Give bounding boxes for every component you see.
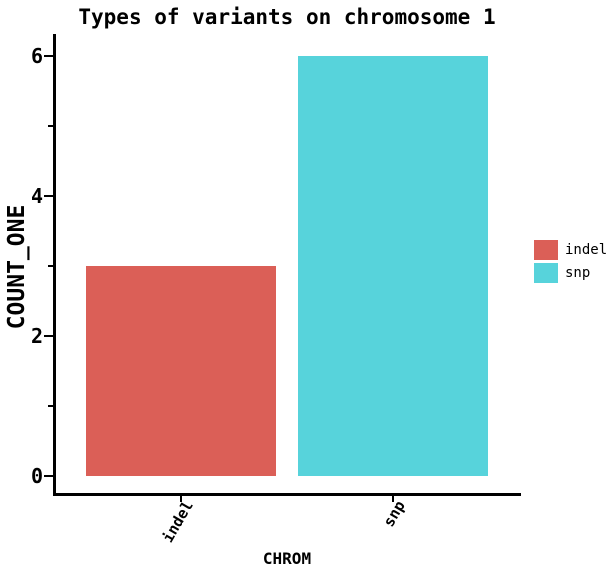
legend-entry-indel: indel: [534, 240, 607, 260]
chart-title: Types of variants on chromosome 1: [78, 5, 496, 29]
legend: indel snp: [534, 240, 607, 286]
y-tick-label: 4: [30, 184, 43, 208]
y-tick-label: 6: [30, 44, 43, 68]
y-minor-tick: [48, 404, 53, 408]
y-major-tick: [44, 54, 53, 58]
y-major-tick: [44, 194, 53, 198]
legend-swatch-snp: [534, 263, 558, 283]
x-axis-label: CHROM: [262, 549, 312, 568]
y-major-tick: [44, 334, 53, 338]
legend-label: snp: [565, 265, 591, 281]
legend-label: indel: [565, 242, 608, 258]
y-tick-label: 0: [30, 464, 43, 488]
y-tick-label: 2: [30, 324, 43, 348]
y-major-tick: [44, 474, 53, 478]
legend-entry-snp: snp: [534, 263, 607, 283]
y-axis-line: [53, 34, 56, 495]
legend-swatch-indel: [534, 240, 558, 260]
x-tick: [179, 495, 183, 502]
y-minor-tick: [48, 264, 53, 268]
x-tick: [391, 495, 395, 502]
bar-indel: [86, 266, 276, 476]
y-axis-label: COUNT_ONE: [4, 204, 30, 330]
bar-snp: [298, 56, 488, 476]
y-minor-tick: [48, 124, 53, 128]
x-axis-line: [53, 493, 521, 496]
